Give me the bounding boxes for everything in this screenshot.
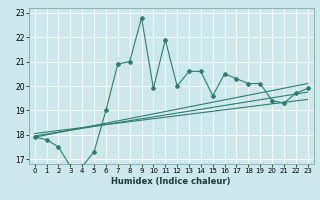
X-axis label: Humidex (Indice chaleur): Humidex (Indice chaleur) [111,177,231,186]
